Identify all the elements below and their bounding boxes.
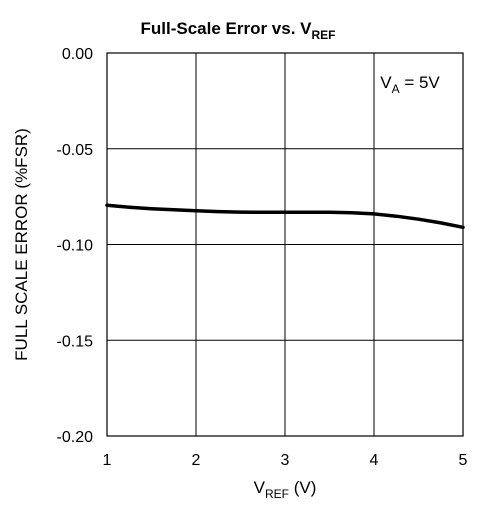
chart-title-main: Full-Scale Error vs. V: [140, 19, 312, 38]
x-tick-label: 1: [103, 452, 112, 469]
y-tick-label: -0.10: [57, 238, 94, 255]
series-line: [105, 203, 465, 230]
y-tick-label: -0.20: [57, 429, 94, 446]
x-tick-labels: 1 2 3 4 5: [103, 452, 468, 469]
x-tick-label: 4: [370, 452, 379, 469]
x-axis-label: VREF (V): [254, 478, 317, 501]
annotation-va-subscript: A: [392, 82, 400, 96]
x-axis-label-subscript: REF: [265, 487, 289, 501]
chart-title-subscript: REF: [312, 28, 336, 42]
x-axis-label-unit: (V): [289, 478, 316, 497]
x-axis-label-main: V: [254, 478, 266, 497]
series-layer: [105, 203, 465, 230]
y-tick-label: -0.05: [57, 142, 94, 159]
grid-lines: [107, 53, 463, 436]
annotation-va: VA = 5V: [380, 73, 440, 96]
x-tick-label: 5: [459, 452, 468, 469]
x-tick-label: 2: [192, 452, 201, 469]
annotation-va-value: = 5V: [400, 73, 441, 92]
chart-title: Full-Scale Error vs. VREF: [140, 19, 335, 42]
y-axis-label: FULL SCALE ERROR (%FSR): [12, 128, 31, 361]
y-tick-labels: 0.00 -0.05 -0.10 -0.15 -0.20: [57, 46, 94, 446]
annotation-va-main: V: [380, 73, 392, 92]
x-tick-label: 3: [281, 452, 290, 469]
y-tick-label: 0.00: [62, 46, 93, 63]
y-tick-label: -0.15: [57, 333, 94, 350]
